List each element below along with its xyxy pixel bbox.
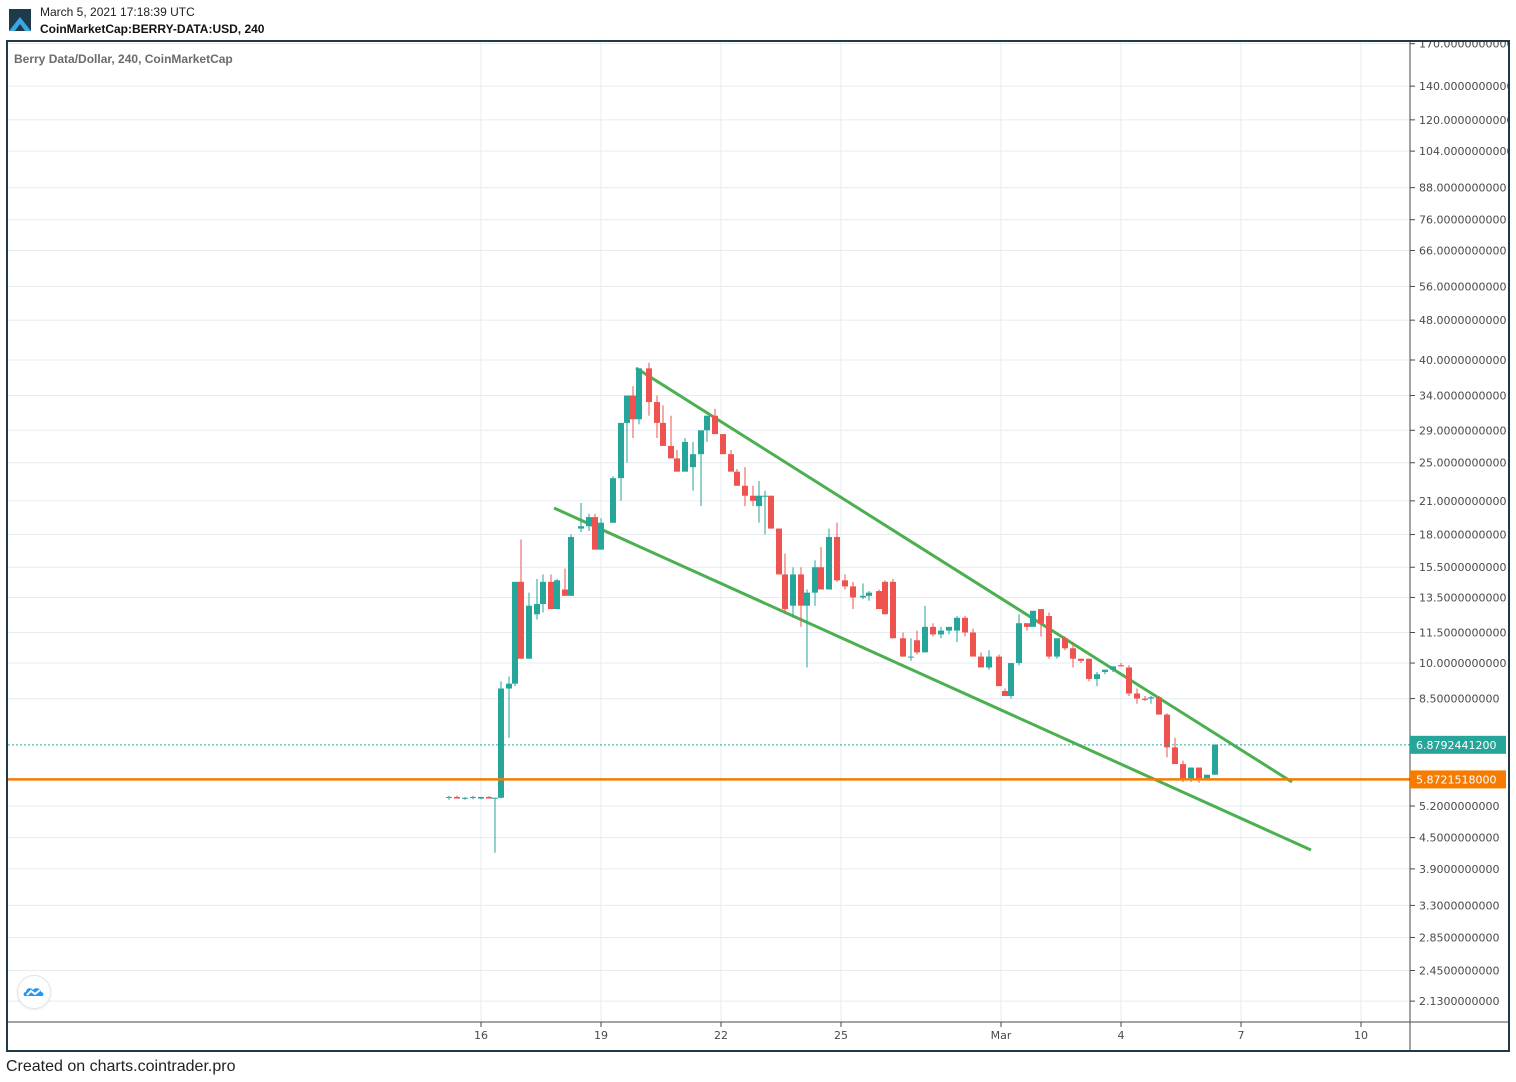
upper-trendline[interactable] (635, 366, 1293, 784)
price-tick-label: 140.0000000000 (1419, 80, 1508, 93)
price-tick-label: 11.5000000000 (1419, 626, 1506, 639)
time-tick-label: Mar (991, 1029, 1012, 1042)
price-tick-label: 2.8500000000 (1419, 931, 1499, 944)
time-axis[interactable]: 16 19 22 25 Mar 4 7 10 (8, 1021, 1508, 1042)
support-price-tag (1410, 770, 1506, 789)
tradingview-cloud-icon (23, 988, 44, 996)
chart-legend: Berry Data/Dollar, 240, CoinMarketCap (14, 52, 233, 66)
price-tick-label: 76.0000000000 (1419, 214, 1506, 227)
chart-frame: 170.0000000000 140.0000000000 120.00000000… (6, 40, 1510, 1052)
time-tick-label: 19 (594, 1029, 608, 1042)
candles (446, 362, 1218, 853)
price-tick-label: 13.5000000000 (1419, 591, 1506, 604)
support-price-tag-label: 5.8721518000 (1416, 773, 1496, 786)
price-tick-label: 25.0000000000 (1419, 457, 1506, 470)
trendlines (553, 366, 1312, 852)
price-tick-label: 8.5000000000 (1419, 693, 1499, 706)
price-tick-label: 48.0000000000 (1419, 314, 1506, 327)
price-tick-label: 3.9000000000 (1419, 863, 1499, 876)
last-price-tag-label: 6.8792441200 (1416, 739, 1496, 752)
price-tick-label: 18.0000000000 (1419, 529, 1506, 542)
price-tick-label: 2.1300000000 (1419, 995, 1499, 1008)
price-tick-label: 120.0000000000 (1419, 114, 1508, 127)
chart-header: March 5, 2021 17:18:39 UTC CoinMarketCap… (0, 0, 1516, 40)
last-price-tag (1410, 735, 1506, 754)
price-tick-label: 104.0000000000 (1419, 145, 1508, 158)
time-tick-label: 22 (714, 1029, 728, 1042)
price-tick-label: 170.0000000000 (1419, 42, 1508, 51)
candlestick-chart[interactable]: 170.0000000000 140.0000000000 120.00000000… (8, 42, 1508, 1050)
price-tick-label: 29.0000000000 (1419, 424, 1506, 437)
price-tick-label: 3.3000000000 (1419, 899, 1499, 912)
price-tick-label: 4.5000000000 (1419, 832, 1499, 845)
price-tick-label: 15.5000000000 (1419, 561, 1506, 574)
price-tick-label: 5.2000000000 (1419, 800, 1499, 813)
time-tick-label: 16 (474, 1029, 488, 1042)
grid (8, 42, 1410, 1022)
time-tick-label: 10 (1354, 1029, 1368, 1042)
price-tick-label: 56.0000000000 (1419, 280, 1506, 293)
tradingview-logo-button[interactable] (17, 975, 51, 1009)
price-tick-label: 21.0000000000 (1419, 495, 1506, 508)
lower-trendline[interactable] (553, 506, 1312, 852)
symbol-label: CoinMarketCap:BERRY-DATA:USD, 240 (40, 22, 265, 36)
time-tick-label: 4 (1118, 1029, 1125, 1042)
cointrader-logo-icon (9, 9, 31, 31)
price-tick-label: 40.0000000000 (1419, 354, 1506, 367)
price-tick-label: 66.0000000000 (1419, 245, 1506, 258)
snapshot-timestamp: March 5, 2021 17:18:39 UTC (40, 5, 195, 19)
time-tick-label: 25 (834, 1029, 848, 1042)
price-tick-label: 10.0000000000 (1419, 657, 1506, 670)
price-axis[interactable]: 170.0000000000 140.0000000000 120.00000000… (1409, 42, 1508, 1050)
price-tick-label: 34.0000000000 (1419, 390, 1506, 403)
price-lines (8, 744, 1410, 781)
footer-credit: Created on charts.cointrader.pro (6, 1058, 236, 1075)
time-tick-label: 7 (1238, 1029, 1245, 1042)
price-tick-label: 88.0000000000 (1419, 182, 1506, 195)
price-tick-label: 2.4500000000 (1419, 965, 1499, 978)
